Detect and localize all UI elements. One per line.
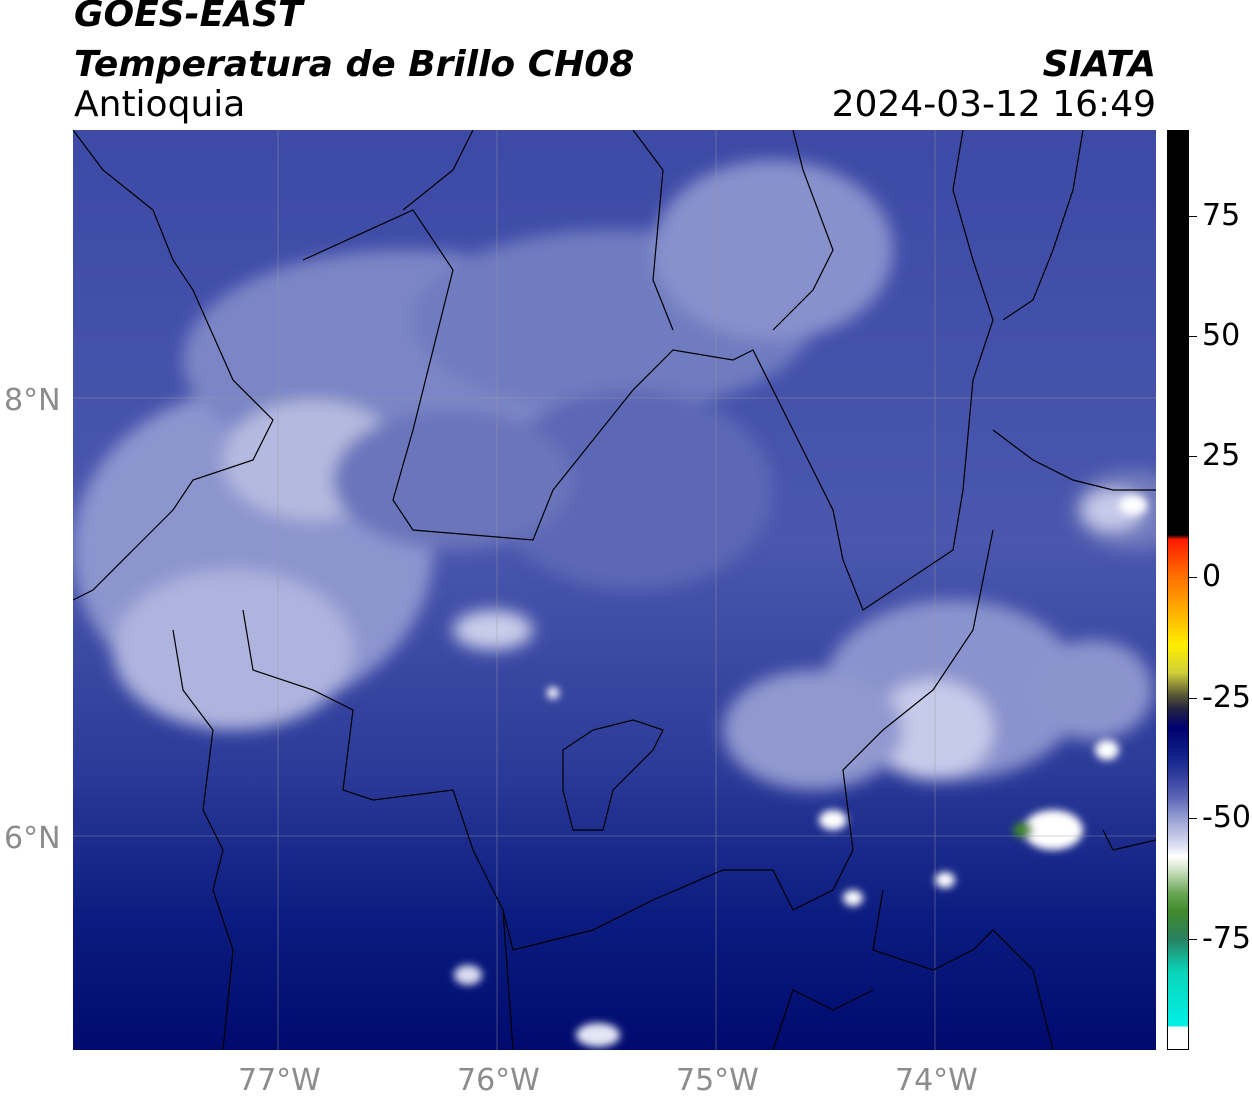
colorbar-label-neg25: -25 bbox=[1202, 680, 1251, 715]
colorbar-tick bbox=[1189, 698, 1197, 699]
colorbar-label-50: 50 bbox=[1202, 318, 1241, 353]
colorbar-tick bbox=[1189, 818, 1197, 819]
lon-tick-77w: 77°W bbox=[238, 1063, 321, 1098]
boundaries bbox=[73, 130, 1156, 1050]
lon-tick-74w: 74°W bbox=[895, 1063, 978, 1098]
colorbar-tick bbox=[1189, 939, 1197, 940]
satellite-title: GOES-EAST bbox=[74, 0, 303, 35]
lat-tick-8n: 8°N bbox=[4, 383, 61, 418]
lat-tick-6n: 6°N bbox=[4, 821, 61, 856]
colorbar-label-neg75: -75 bbox=[1202, 921, 1251, 956]
colorbar-label-25: 25 bbox=[1202, 438, 1241, 473]
lon-tick-75w: 75°W bbox=[676, 1063, 759, 1098]
colorbar-label-75: 75 bbox=[1202, 198, 1241, 233]
colorbar-tick bbox=[1189, 336, 1197, 337]
cloud-features bbox=[73, 160, 1156, 790]
colorbar-label-0: 0 bbox=[1202, 559, 1222, 594]
lon-tick-76w: 76°W bbox=[457, 1063, 540, 1098]
datetime-label: 2024-03-12 16:49 bbox=[831, 84, 1156, 125]
product-title: Temperatura de Brillo CH08 bbox=[74, 44, 635, 85]
colorbar-tick bbox=[1189, 216, 1197, 217]
bright-spots bbox=[454, 495, 1147, 1047]
region-label: Antioquia bbox=[74, 84, 246, 125]
organization-label: SIATA bbox=[1042, 44, 1156, 85]
colorbar-label-neg50: -50 bbox=[1202, 800, 1251, 835]
brightness-temperature-map bbox=[73, 130, 1156, 1050]
colorbar-tick bbox=[1189, 577, 1197, 578]
colorbar bbox=[1167, 130, 1189, 1050]
colorbar-tick bbox=[1189, 456, 1197, 457]
